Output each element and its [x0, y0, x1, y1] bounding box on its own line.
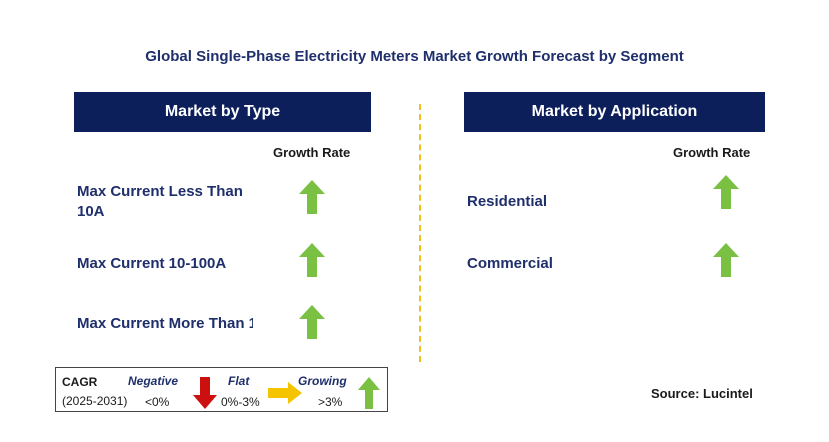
page-title: Global Single-Phase Electricity Meters M…: [145, 48, 684, 65]
legend-flat-label: Flat: [228, 374, 250, 388]
legend-flat-range: 0%-3%: [221, 395, 260, 409]
panel-divider: [419, 104, 421, 362]
cagr-legend: CAGR (2025-2031) Negative <0% Flat 0%-3%…: [55, 367, 388, 412]
type-item-10-100a: Max Current 10-100A: [77, 255, 227, 272]
legend-negative-label: Negative: [128, 374, 179, 388]
growing-arrow-icon: [713, 175, 739, 209]
growing-arrow-icon: [713, 243, 739, 277]
source-label: Source: Lucintel: [651, 386, 753, 401]
legend-growing-range: >3%: [318, 395, 343, 409]
growing-arrow-icon: [299, 180, 325, 214]
application-growth-rate-label: Growth Rate: [673, 145, 751, 160]
flat-arrow-icon: [268, 382, 302, 404]
legend-growing-label: Growing: [298, 374, 347, 388]
type-item-more-than-100a: Max Current More Than 100A: [77, 315, 253, 332]
legend-negative-range: <0%: [145, 395, 170, 409]
application-item-residential: Residential: [467, 193, 548, 210]
negative-arrow-icon: [193, 377, 217, 409]
legend-period: (2025-2031): [62, 394, 128, 408]
market-by-application-header: Market by Application: [464, 92, 765, 132]
type-growth-rate-label: Growth Rate: [273, 145, 351, 160]
application-item-commercial: Commercial: [467, 255, 553, 272]
legend-cagr-label: CAGR: [62, 375, 98, 389]
market-by-type-header: Market by Type: [74, 92, 371, 132]
growing-arrow-icon: [358, 377, 380, 409]
type-item-less-than-10a: Max Current Less Than 10A: [77, 183, 243, 220]
growing-arrow-icon: [299, 305, 325, 339]
growing-arrow-icon: [299, 243, 325, 277]
